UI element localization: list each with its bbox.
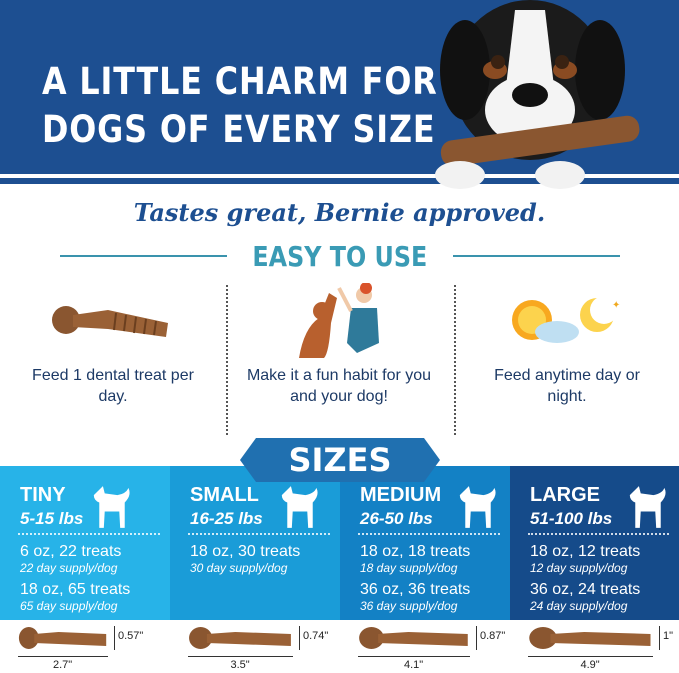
size-name: SMALL [190, 484, 259, 506]
treat-height: 0.74" [303, 630, 329, 642]
pack-supply: 30 day supply/dog [190, 561, 288, 575]
treat-length: 3.5" [230, 659, 250, 671]
pack-supply: 24 day supply/dog [530, 599, 628, 613]
easy-item-text: Feed 1 dental treat per day. [32, 367, 194, 405]
height-marker [299, 626, 300, 650]
length-marker [358, 656, 470, 657]
divider [0, 174, 679, 178]
treat-length: 4.1" [404, 659, 424, 671]
pack-size: 18 oz, 18 treats [360, 543, 471, 560]
length-marker [18, 656, 108, 657]
treat-height: 0.57" [118, 630, 144, 642]
size-column-tiny: TINY 5-15 lbs 6 oz, 22 treats 22 day supp… [0, 466, 170, 620]
size-name: LARGE [530, 484, 600, 506]
easy-item: Make it a fun habit for you and your dog… [226, 282, 452, 435]
divider [452, 255, 621, 257]
divider [0, 178, 679, 184]
easy-item-text: Feed anytime day or night. [494, 367, 640, 405]
dog-silhouette-icon [93, 486, 130, 528]
pack-option: 6 oz, 22 treats 22 day supply/dog [20, 543, 121, 575]
pack-size: 18 oz, 65 treats [20, 581, 131, 598]
pack-option: 36 oz, 24 treats 24 day supply/dog [530, 581, 640, 613]
sizes-heading: SIZES [240, 438, 440, 482]
pack-supply: 22 day supply/dog [20, 561, 118, 575]
size-weight: 51-100 lbs [530, 509, 613, 528]
pack-size: 36 oz, 36 treats [360, 581, 471, 598]
divider [528, 533, 669, 535]
pack-option: 18 oz, 65 treats 65 day supply/dog [20, 581, 130, 613]
easy-item-text: Make it a fun habit for you and your dog… [246, 367, 432, 405]
height-marker [476, 626, 477, 650]
divider [454, 285, 456, 435]
size-weight: 26-50 lbs [360, 509, 433, 528]
pack-option: 36 oz, 36 treats 36 day supply/dog [360, 581, 470, 613]
pack-option: 18 oz, 30 treats 30 day supply/dog [190, 543, 300, 575]
dog-silhouette-icon [629, 486, 666, 528]
pack-size: 6 oz, 22 treats [20, 543, 122, 560]
size-column-medium: MEDIUM 26-50 lbs 18 oz, 18 treats 18 day … [340, 466, 510, 620]
treat-height: 0.87" [480, 630, 506, 642]
pack-supply: 36 day supply/dog [360, 599, 458, 613]
size-weight: 5-15 lbs [20, 509, 84, 528]
size-column-small: SMALL 16-25 lbs 18 oz, 30 treats 30 day s… [170, 466, 340, 620]
height-marker [114, 626, 115, 650]
title-line: A LITTLE CHARM FOR [42, 60, 438, 103]
bernese-dog-illustration [435, 0, 640, 189]
size-column-large: LARGE 51-100 lbs 18 oz, 12 treats 12 day … [510, 466, 679, 620]
easy-to-use-heading-row: EASY TO USE [60, 238, 621, 274]
treat-size-image [529, 627, 651, 649]
dog-silhouette-icon [459, 486, 496, 528]
pack-supply: 12 day supply/dog [530, 561, 628, 575]
easy-item: Feed 1 dental treat per day. [0, 285, 226, 435]
length-marker [188, 656, 293, 657]
height-marker [659, 626, 660, 650]
divider [358, 533, 500, 535]
dog-silhouette-icon [281, 486, 318, 528]
divider [226, 285, 228, 435]
pack-size: 36 oz, 24 treats [530, 581, 641, 598]
pack-supply: 65 day supply/dog [20, 599, 118, 613]
divider [60, 255, 228, 257]
pack-option: 18 oz, 18 treats 18 day supply/dog [360, 543, 470, 575]
easy-item: ✦ Feed anytime day or night. [454, 285, 679, 435]
dog-high-five-icon [299, 282, 379, 358]
pack-size: 18 oz, 30 treats [190, 543, 301, 560]
size-weight: 16-25 lbs [190, 509, 263, 528]
easy-to-use-heading: EASY TO USE [252, 239, 428, 273]
pack-supply: 18 day supply/dog [360, 561, 458, 575]
treat-length: 2.7" [53, 659, 73, 671]
size-name: TINY [20, 484, 66, 506]
treat-length: 4.9" [580, 659, 600, 671]
treat-size-image [359, 627, 468, 649]
treat-size-image [189, 627, 291, 649]
dental-treat-icon [52, 306, 168, 337]
treat-height: 1" [663, 630, 674, 642]
page-title: A LITTLE CHARM FOR DOGS OF EVERY SIZE [42, 58, 438, 154]
divider [18, 533, 160, 535]
divider [188, 533, 330, 535]
treat-size-image [18, 627, 107, 649]
sun-moon-icon: ✦ [512, 296, 620, 343]
pack-size: 18 oz, 12 treats [530, 543, 641, 560]
pack-option: 18 oz, 12 treats 12 day supply/dog [530, 543, 640, 575]
size-name: MEDIUM [360, 484, 442, 506]
title-line: DOGS OF EVERY SIZE [42, 108, 436, 151]
tagline: Tastes great, Bernie approved. [133, 198, 546, 227]
svg-text:✦: ✦ [612, 300, 620, 311]
length-marker [528, 656, 653, 657]
